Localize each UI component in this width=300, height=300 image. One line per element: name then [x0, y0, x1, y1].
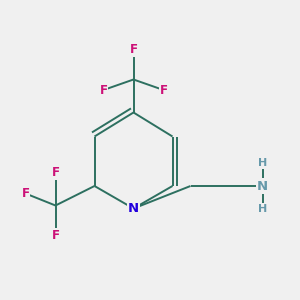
Text: H: H [258, 158, 267, 169]
Text: F: F [100, 83, 107, 97]
Text: N: N [257, 179, 268, 193]
Text: N: N [128, 202, 139, 215]
Text: F: F [130, 43, 137, 56]
Text: F: F [22, 187, 29, 200]
Text: F: F [52, 166, 59, 179]
Text: F: F [52, 229, 59, 242]
Text: F: F [160, 83, 167, 97]
Text: H: H [258, 203, 267, 214]
